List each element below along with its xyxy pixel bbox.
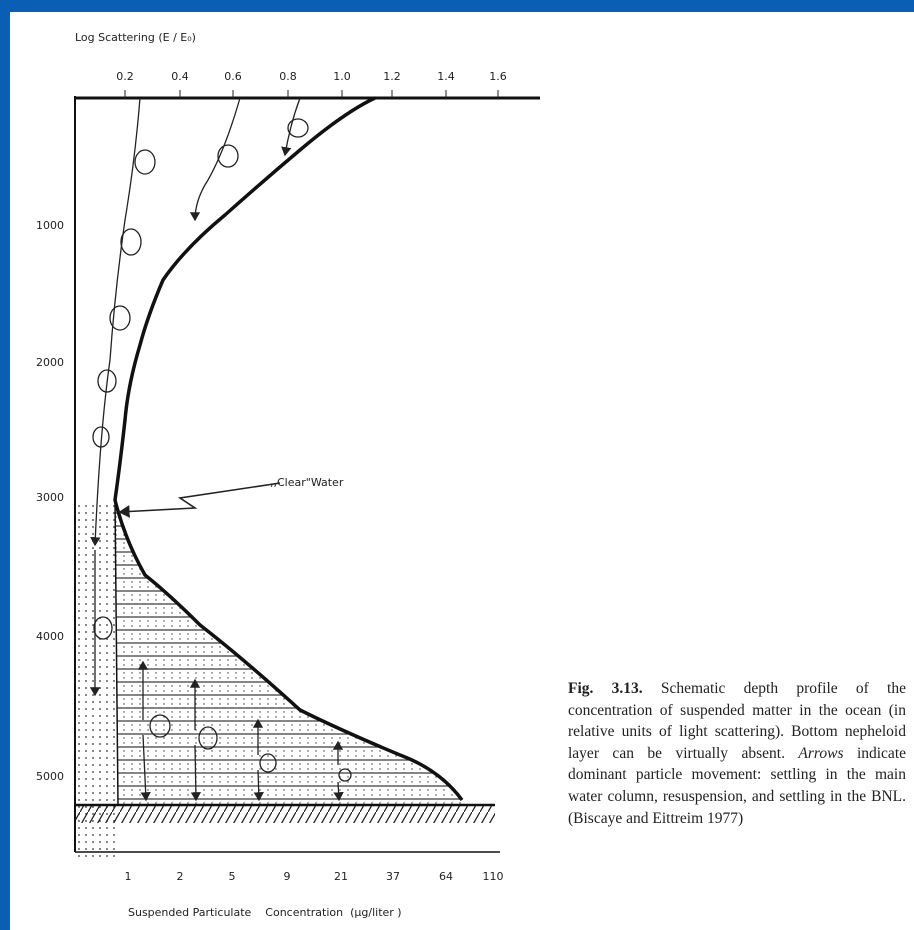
bottom-axis-title: Suspended Particulate Concentration (μg/… [128,906,402,919]
caption-text: Schematic depth profile of the concentra… [568,680,906,762]
top-tick-label: 1.6 [489,70,507,83]
top-tick-label: 0.8 [279,70,297,83]
bottom-tick-label: 5 [229,870,236,883]
bottom-tick-label: 21 [334,870,348,883]
top-tick-label: 0.6 [224,70,242,83]
top-tick-label: 1.0 [333,70,351,83]
left-tick-label: 4000 [36,630,64,643]
left-tick-label: 1000 [36,219,64,232]
caption-text: indicate dominant particle movement: set… [568,744,907,827]
caption: Fig. 3.13. Schematic depth profile of th… [568,678,906,829]
annotation: ,,Clear"Water [270,476,344,489]
left-tick-label: 5000 [36,770,64,783]
top-tick-label: 0.4 [171,70,189,83]
top-axis-title: Log Scattering (E / E₀) [75,31,196,44]
bottom-tick-label: 64 [439,870,453,883]
bottom-tick-label: 1 [125,870,132,883]
axes [74,96,540,853]
caption-emphasis: Arrows [798,744,844,762]
bottom-tick-label: 37 [386,870,400,883]
bottom-tick-label: 110 [483,870,504,883]
top-tick-label: 0.2 [116,70,134,83]
bottom-tick-label: 9 [284,870,291,883]
particle-paths [89,97,352,802]
shading [75,500,495,860]
left-tick-label: 3000 [36,491,64,504]
top-tick-label: 1.4 [437,70,455,83]
top-tick-label: 1.2 [383,70,401,83]
left-tick-label: 2000 [36,356,64,369]
bottom-tick-label: 2 [177,870,184,883]
caption-label: Fig. 3.13. [568,680,643,697]
